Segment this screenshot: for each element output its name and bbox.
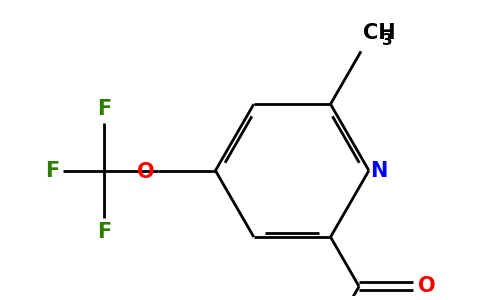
Text: CH: CH <box>363 23 395 44</box>
Text: F: F <box>97 99 111 119</box>
Text: O: O <box>137 162 154 182</box>
Text: O: O <box>418 276 436 296</box>
Text: F: F <box>97 222 111 242</box>
Text: F: F <box>45 160 59 181</box>
Text: 3: 3 <box>382 33 393 48</box>
Text: N: N <box>370 160 387 181</box>
